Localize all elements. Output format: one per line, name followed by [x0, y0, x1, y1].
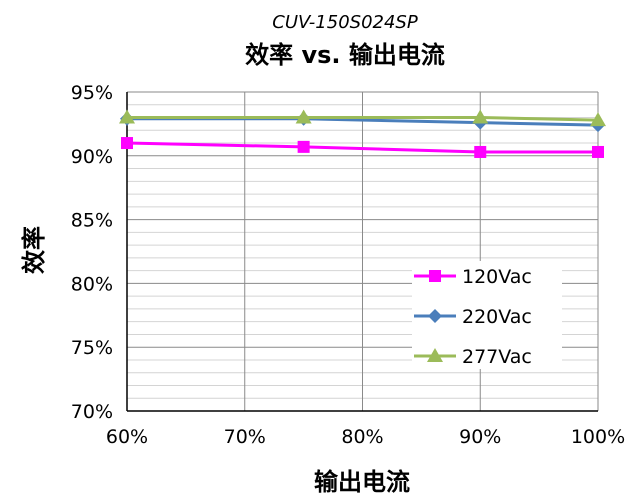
legend-item-220vac: 220Vac [414, 306, 532, 328]
data-point-120vac [121, 137, 133, 150]
y-tick-label: 80% [71, 273, 113, 295]
data-point-277vac [472, 109, 489, 124]
data-point-277vac [119, 109, 135, 124]
series-line-277vac [127, 116, 599, 122]
legend-marker-277vac [427, 348, 443, 362]
y-tick-label: 90% [71, 146, 113, 168]
series-277vac [119, 109, 606, 127]
legend-item-120vac: 120Vac [414, 266, 532, 288]
data-point-120vac [592, 145, 604, 158]
x-axis-label: 输出电流 [314, 468, 410, 496]
x-tick-label: 60% [106, 426, 148, 448]
y-axis-label: 效率 [20, 226, 48, 274]
y-tick-label: 85% [71, 210, 113, 232]
x-tick-label: 70% [224, 426, 266, 448]
legend-marker-120vac [429, 270, 441, 282]
x-tick-label: 90% [459, 426, 501, 448]
legend-label-120vac: 120Vac [462, 266, 532, 288]
tick-labels: 95% 90% 85% 80% 75% 70% 60% 70% 80% 90% 100% [71, 82, 625, 448]
model-name: CUV-150S024SP [272, 12, 418, 33]
legend-item-277vac: 277Vac [414, 346, 532, 368]
data-point-120vac [297, 140, 310, 153]
legend: 120Vac 220Vac 277Vac [412, 261, 562, 369]
legend-label-277vac: 277Vac [462, 346, 532, 368]
y-tick-label: 95% [71, 82, 113, 104]
series-line-120vac [126, 141, 598, 154]
y-tick-label: 75% [71, 337, 113, 359]
x-tick-label: 100% [571, 426, 625, 448]
data-point-277vac [590, 112, 606, 127]
series [119, 109, 606, 158]
legend-label-220vac: 220Vac [462, 306, 532, 328]
data-point-277vac [295, 109, 312, 124]
y-tick-label: 70% [71, 401, 113, 423]
chart-title: 效率 vs. 输出电流 [245, 41, 445, 69]
series-120vac [121, 137, 604, 158]
data-point-120vac [474, 145, 487, 158]
x-tick-label: 80% [341, 426, 383, 448]
legend-marker-220vac [428, 309, 442, 323]
